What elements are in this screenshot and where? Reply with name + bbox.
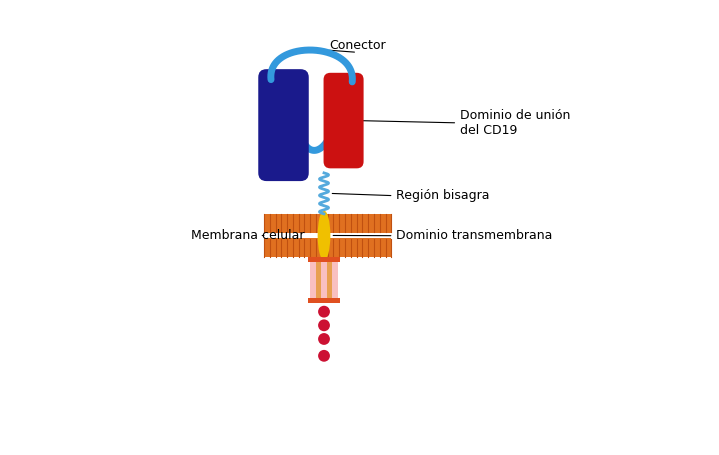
Text: Dominio de unión
del CD19: Dominio de unión del CD19 <box>459 109 570 137</box>
Circle shape <box>318 319 330 331</box>
Bar <box>264 214 391 233</box>
Circle shape <box>318 350 330 362</box>
Circle shape <box>318 306 330 318</box>
Bar <box>308 257 340 262</box>
FancyBboxPatch shape <box>324 73 364 168</box>
Bar <box>311 257 316 303</box>
Bar <box>316 257 321 303</box>
Bar <box>264 238 391 257</box>
Ellipse shape <box>318 211 330 260</box>
Bar <box>308 298 340 303</box>
Text: Conector: Conector <box>329 39 385 52</box>
Text: Región bisagra: Región bisagra <box>396 189 490 202</box>
Circle shape <box>318 333 330 345</box>
Text: Membrana celular: Membrana celular <box>191 229 305 242</box>
Bar <box>311 257 338 303</box>
Bar <box>321 257 326 303</box>
Bar <box>332 257 338 303</box>
FancyBboxPatch shape <box>258 69 308 181</box>
Bar <box>326 257 332 303</box>
Text: Dominio transmembrana: Dominio transmembrana <box>396 229 552 242</box>
